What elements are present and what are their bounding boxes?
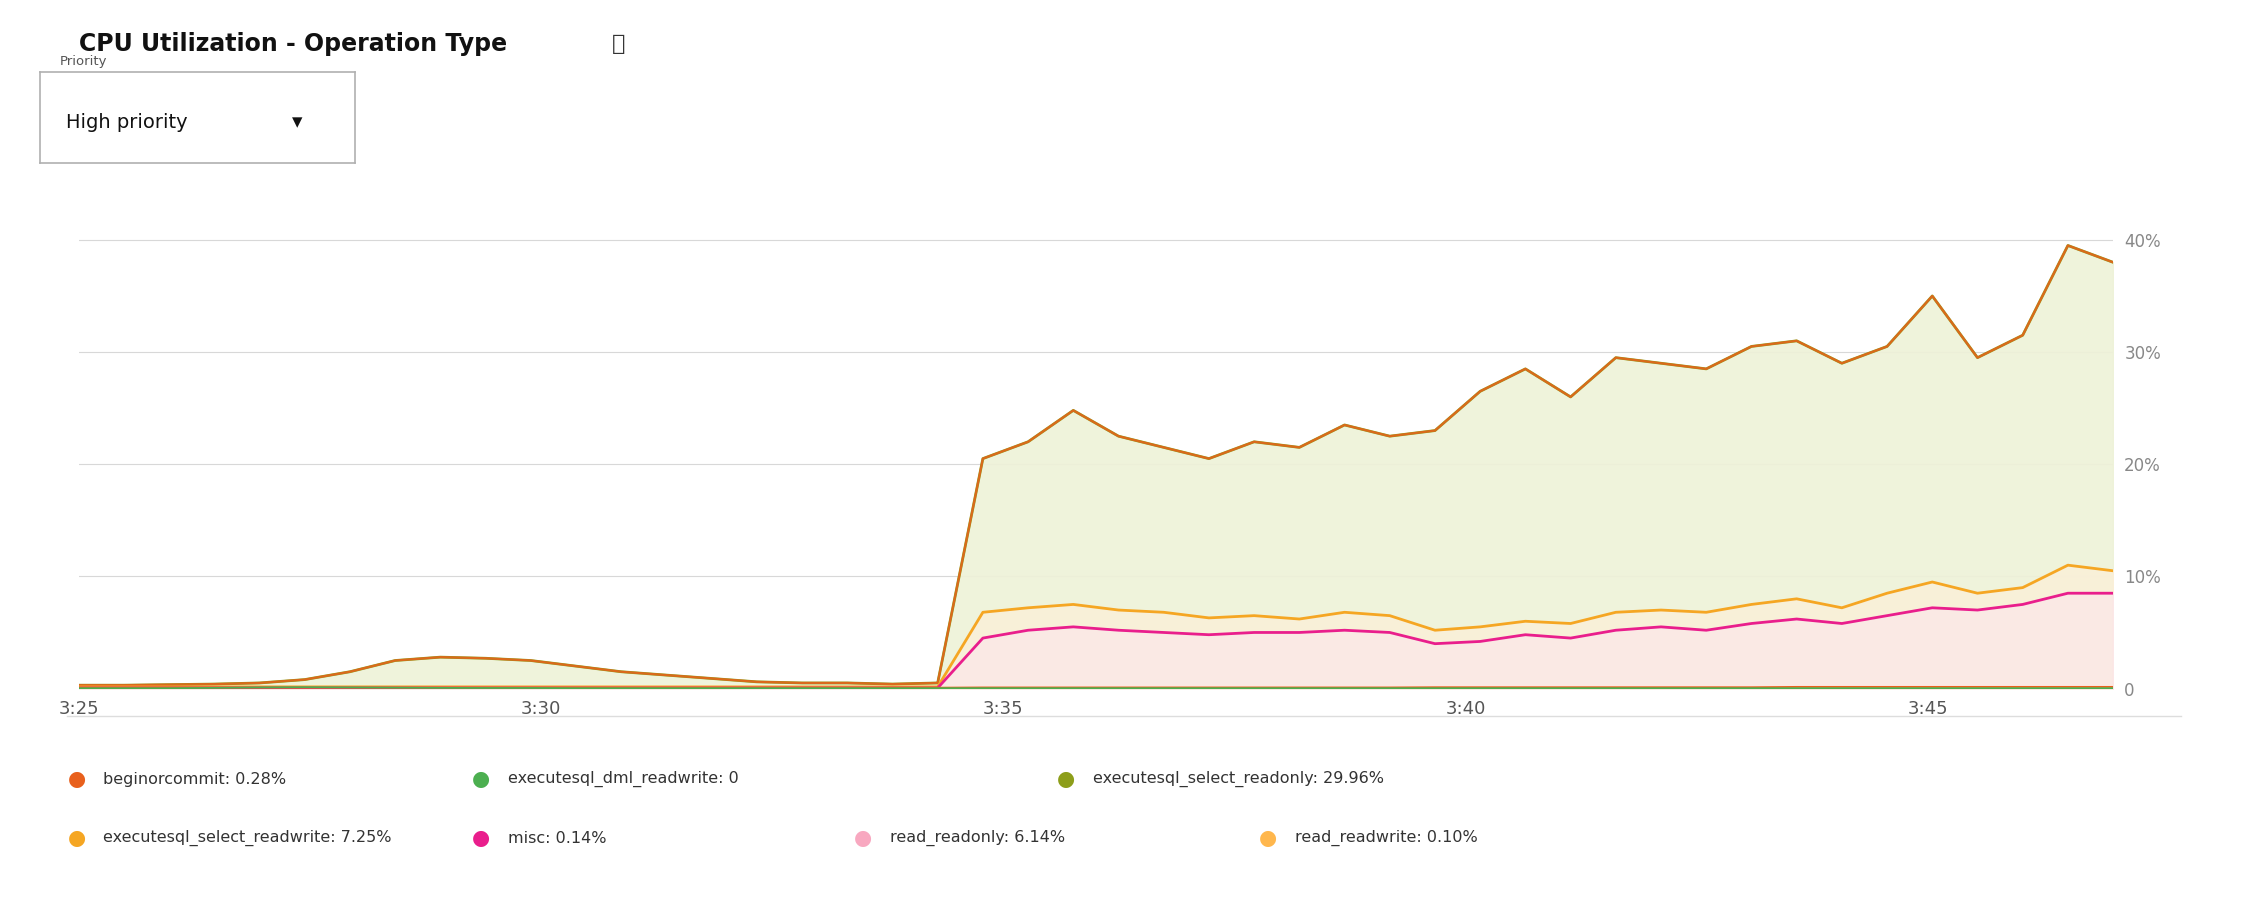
- Text: executesql_select_readonly: 29.96%: executesql_select_readonly: 29.96%: [1093, 771, 1383, 787]
- Text: read_readonly: 6.14%: read_readonly: 6.14%: [890, 830, 1066, 846]
- Text: ▾: ▾: [292, 112, 303, 132]
- Text: ●: ●: [67, 769, 85, 789]
- Text: ●: ●: [1259, 828, 1277, 848]
- Text: ●: ●: [67, 828, 85, 848]
- Text: ●: ●: [472, 769, 490, 789]
- Text: ●: ●: [1057, 769, 1075, 789]
- Text: misc: 0.14%: misc: 0.14%: [508, 831, 607, 845]
- Text: CPU Utilization - Operation Type: CPU Utilization - Operation Type: [79, 32, 506, 55]
- Text: beginorcommit: 0.28%: beginorcommit: 0.28%: [103, 772, 285, 786]
- Text: read_readwrite: 0.10%: read_readwrite: 0.10%: [1295, 830, 1477, 846]
- Text: High priority: High priority: [65, 113, 187, 131]
- Text: ❓: ❓: [611, 34, 625, 53]
- Text: ●: ●: [854, 828, 872, 848]
- Text: ●: ●: [472, 828, 490, 848]
- Text: executesql_select_readwrite: 7.25%: executesql_select_readwrite: 7.25%: [103, 830, 391, 846]
- Text: Priority: Priority: [58, 55, 108, 68]
- Text: executesql_dml_readwrite: 0: executesql_dml_readwrite: 0: [508, 771, 740, 787]
